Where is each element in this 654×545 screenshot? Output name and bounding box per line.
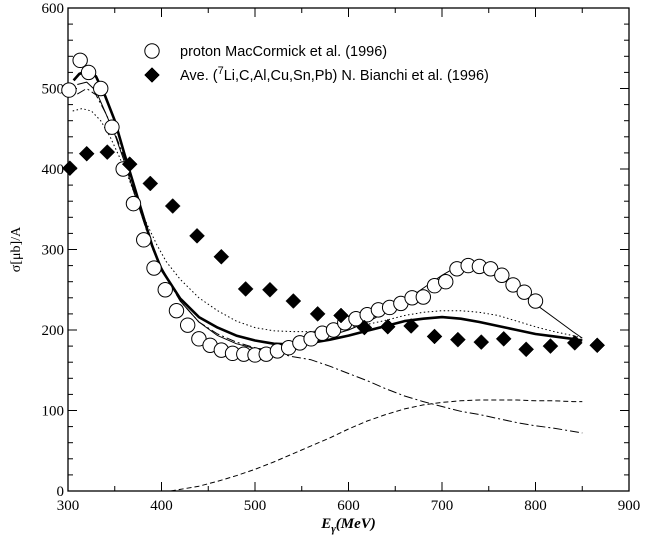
data-point-average bbox=[62, 160, 78, 177]
data-point-average bbox=[164, 198, 181, 214]
legend: proton MacCormick et al. (1996) Ave. (7Li… bbox=[144, 43, 489, 84]
curve-thin-solid bbox=[77, 81, 583, 350]
data-point-proton bbox=[72, 52, 88, 69]
data-point-proton bbox=[527, 293, 544, 309]
y-tick-label: 0 bbox=[57, 484, 65, 500]
data-point-proton bbox=[157, 282, 173, 298]
x-tick-label: 500 bbox=[244, 498, 267, 514]
x-tick-label: 900 bbox=[618, 498, 641, 514]
data-point-average bbox=[285, 293, 302, 309]
data-point-average bbox=[99, 144, 116, 160]
data-point-proton bbox=[80, 64, 97, 81]
data-point-average bbox=[379, 318, 396, 335]
x-axis-title: Eγ(MeV) bbox=[320, 516, 376, 535]
data-point-average bbox=[333, 307, 349, 324]
data-point-proton bbox=[505, 277, 521, 293]
y-tick-label: 200 bbox=[42, 323, 65, 339]
data-point-proton bbox=[61, 82, 77, 98]
y-axis: 0 100 200 300 400 500 600 bbox=[42, 1, 629, 500]
data-point-proton bbox=[325, 322, 342, 338]
legend-label-average: Ave. (7Li,C,Al,Cu,Sn,Pb) N. Bianchi et a… bbox=[180, 65, 489, 84]
legend-marker-open-circle bbox=[144, 43, 160, 59]
data-point-proton bbox=[104, 119, 120, 135]
data-point-average bbox=[189, 227, 205, 244]
data-point-average bbox=[356, 319, 373, 336]
curve-dotted bbox=[72, 108, 583, 339]
x-title-unit: (MeV) bbox=[336, 516, 376, 532]
y-tick-label: 400 bbox=[42, 162, 65, 178]
data-point-average bbox=[237, 281, 254, 297]
data-point-average bbox=[589, 337, 606, 354]
curve-thick-solid bbox=[72, 69, 583, 346]
data-point-proton bbox=[179, 317, 196, 333]
y-tick-label: 100 bbox=[42, 404, 65, 420]
x-tick-label: 800 bbox=[524, 498, 547, 514]
data-point-average bbox=[495, 331, 512, 347]
data-point-average bbox=[213, 248, 230, 265]
legend-marker-filled-diamond bbox=[144, 67, 160, 83]
y-tick-label: 300 bbox=[42, 243, 65, 259]
y-axis-title: σ[μb]/A bbox=[9, 226, 24, 272]
x-tick-label: 600 bbox=[337, 498, 360, 514]
data-point-proton bbox=[494, 267, 510, 283]
data-point-average bbox=[78, 145, 95, 162]
data-point-average bbox=[262, 281, 278, 298]
data-point-proton bbox=[516, 284, 532, 300]
data-point-proton bbox=[93, 80, 109, 97]
legend-label-part: Li,C,Al,Cu,Sn,Pb) N. Bianchi et al. (199… bbox=[224, 68, 489, 84]
data-markers bbox=[61, 52, 606, 363]
x-tick-label: 700 bbox=[431, 498, 454, 514]
x-title-symbol: E bbox=[320, 516, 331, 532]
data-point-average bbox=[473, 334, 490, 350]
data-point-average bbox=[121, 156, 138, 173]
data-point-average bbox=[542, 338, 559, 354]
data-point-proton bbox=[125, 195, 142, 212]
y-tick-label: 500 bbox=[42, 82, 65, 98]
data-point-proton bbox=[415, 289, 431, 305]
legend-superscript: 7 bbox=[218, 65, 224, 77]
data-point-proton bbox=[168, 302, 185, 319]
y-tick-label: 600 bbox=[42, 1, 65, 17]
data-point-proton bbox=[136, 232, 152, 248]
data-point-average bbox=[309, 306, 326, 322]
x-title-subscript: γ bbox=[331, 523, 336, 535]
data-point-average bbox=[403, 318, 419, 334]
x-axis: 300 400 500 600 700 800 900 bbox=[57, 8, 641, 514]
x-tick-label: 400 bbox=[150, 498, 173, 514]
curve-dashed bbox=[170, 399, 583, 492]
data-point-average bbox=[450, 331, 466, 348]
x-tick-label: 300 bbox=[57, 498, 80, 514]
data-point-proton bbox=[146, 260, 162, 276]
data-point-average bbox=[518, 341, 535, 358]
data-point-average bbox=[426, 328, 443, 345]
legend-label-proton: proton MacCormick et al. (1996) bbox=[180, 44, 387, 60]
data-point-proton bbox=[438, 274, 454, 290]
legend-label-part: Ave. ( bbox=[180, 68, 218, 84]
data-point-average bbox=[566, 335, 583, 351]
data-point-average bbox=[142, 175, 159, 192]
